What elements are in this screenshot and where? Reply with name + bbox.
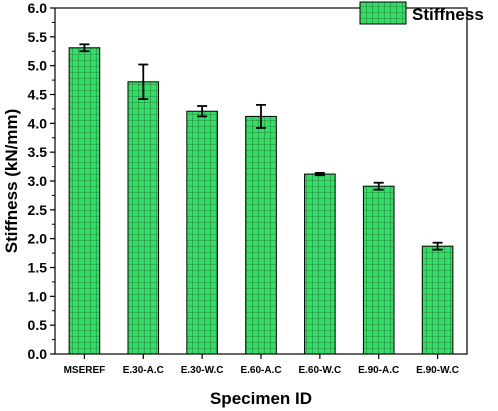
bar-e60-wc xyxy=(304,173,336,355)
x-axis: MSEREF E.30-A.C E.30-W.C E.60-A.C E.60-W.C E.… xyxy=(64,354,459,376)
y-tick-label: 6.0 xyxy=(28,0,48,16)
legend: Stiffness xyxy=(359,1,484,25)
error-bar xyxy=(79,43,90,53)
x-axis-title: Specimen ID xyxy=(210,389,312,408)
bar-e30-wc xyxy=(186,110,218,355)
y-axis: 0.0 0.5 1.0 1.5 2.0 2.5 3.0 3.5 4.0 4.5 5.0 5.5 6.0 xyxy=(28,0,55,362)
error-bar xyxy=(197,105,208,118)
y-tick-label: 3.0 xyxy=(28,173,48,189)
bar-e30-ac xyxy=(127,81,160,355)
x-tick-label: E.90-W.C xyxy=(416,365,459,376)
error-bar xyxy=(314,172,325,177)
y-tick-label: 4.0 xyxy=(28,115,48,131)
y-tick-label: 1.0 xyxy=(28,288,48,304)
x-tick-label: E.60-A.C xyxy=(240,365,281,376)
y-tick-label: 0.0 xyxy=(28,346,48,362)
x-tick-label: E.60-W.C xyxy=(298,365,341,376)
y-tick-label: 0.5 xyxy=(28,317,48,333)
bars-group xyxy=(68,47,454,355)
x-tick-label: E.30-W.C xyxy=(181,365,224,376)
error-bar xyxy=(138,63,149,101)
y-tick-label: 1.5 xyxy=(28,260,48,276)
legend-swatch xyxy=(359,1,407,25)
x-tick-label: MSEREF xyxy=(64,365,106,376)
y-tick-label: 2.5 xyxy=(28,202,48,218)
bar-e60-ac xyxy=(245,115,277,355)
bar-e90-wc xyxy=(421,245,454,355)
bar-mseref xyxy=(68,47,101,355)
bar-e90-ac xyxy=(362,185,395,355)
legend-label: Stiffness xyxy=(412,5,484,24)
error-bar xyxy=(432,241,443,251)
y-tick-label: 2.0 xyxy=(28,231,48,247)
error-bars-group xyxy=(79,43,443,251)
y-axis-title: Stiffness (kN/mm) xyxy=(2,109,21,254)
x-tick-label: E.90-A.C xyxy=(358,365,399,376)
error-bar xyxy=(373,181,384,191)
y-tick-label: 5.5 xyxy=(28,29,48,45)
error-bar xyxy=(256,103,266,129)
y-tick-label: 3.5 xyxy=(28,144,48,160)
y-tick-label: 5.0 xyxy=(28,58,48,74)
y-tick-label: 4.5 xyxy=(28,87,48,103)
x-tick-label: E.30-A.C xyxy=(123,365,164,376)
